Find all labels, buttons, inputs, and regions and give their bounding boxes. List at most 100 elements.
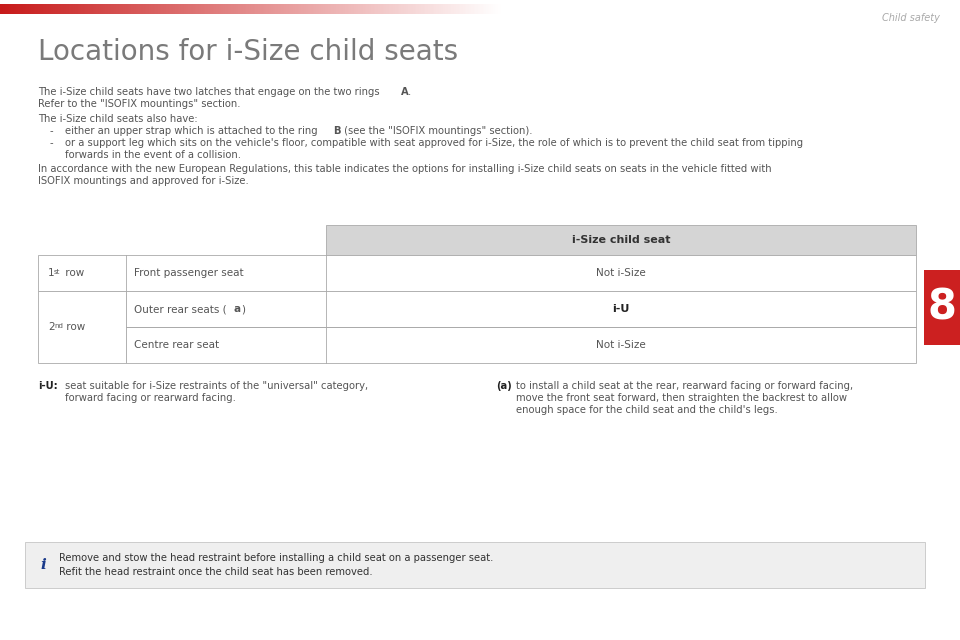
- Bar: [60, 4, 61, 14]
- Bar: [380, 4, 382, 14]
- Bar: [487, 4, 488, 14]
- Bar: [261, 4, 263, 14]
- Bar: [215, 4, 217, 14]
- Bar: [195, 4, 197, 14]
- Bar: [98, 4, 99, 14]
- Text: ): ): [241, 304, 245, 314]
- Bar: [69, 4, 70, 14]
- Bar: [33, 4, 35, 14]
- Bar: [485, 4, 487, 14]
- Text: Remove and stow the head restraint before installing a child seat on a passenger: Remove and stow the head restraint befor…: [59, 553, 493, 563]
- Bar: [409, 4, 411, 14]
- Bar: [497, 4, 499, 14]
- Bar: [363, 4, 364, 14]
- Bar: [455, 4, 457, 14]
- Bar: [300, 4, 301, 14]
- Text: .: .: [408, 87, 411, 97]
- Bar: [211, 4, 213, 14]
- Bar: [165, 4, 167, 14]
- Bar: [289, 4, 291, 14]
- Bar: [376, 4, 378, 14]
- Bar: [182, 4, 184, 14]
- Bar: [16, 4, 18, 14]
- Text: to install a child seat at the rear, rearward facing or forward facing,: to install a child seat at the rear, rea…: [516, 381, 853, 391]
- Bar: [401, 4, 403, 14]
- Bar: [101, 4, 103, 14]
- Bar: [372, 4, 374, 14]
- Bar: [78, 4, 80, 14]
- Bar: [382, 4, 384, 14]
- Bar: [419, 4, 420, 14]
- Text: B: B: [333, 126, 341, 136]
- Bar: [54, 4, 56, 14]
- Bar: [157, 4, 159, 14]
- Text: nd: nd: [54, 323, 62, 329]
- Bar: [291, 4, 293, 14]
- Bar: [225, 4, 227, 14]
- Bar: [264, 4, 266, 14]
- Bar: [924, 270, 960, 345]
- Bar: [126, 327, 916, 363]
- Bar: [223, 4, 225, 14]
- Bar: [345, 4, 347, 14]
- Bar: [425, 4, 427, 14]
- Bar: [331, 4, 333, 14]
- Bar: [368, 4, 370, 14]
- Bar: [17, 4, 19, 14]
- Bar: [170, 4, 172, 14]
- Bar: [46, 4, 48, 14]
- Text: Refit the head restraint once the child seat has been removed.: Refit the head restraint once the child …: [59, 567, 372, 577]
- Bar: [369, 4, 371, 14]
- Bar: [270, 4, 272, 14]
- Bar: [433, 4, 434, 14]
- Bar: [233, 4, 235, 14]
- Bar: [484, 4, 486, 14]
- Bar: [360, 4, 362, 14]
- Bar: [468, 4, 470, 14]
- Bar: [422, 4, 424, 14]
- Bar: [142, 4, 144, 14]
- Bar: [194, 4, 196, 14]
- Bar: [145, 4, 147, 14]
- Bar: [185, 4, 187, 14]
- Bar: [356, 4, 358, 14]
- Bar: [338, 4, 339, 14]
- Bar: [278, 4, 280, 14]
- Bar: [314, 4, 316, 14]
- Bar: [119, 4, 121, 14]
- Bar: [348, 4, 349, 14]
- Bar: [465, 4, 467, 14]
- Bar: [280, 4, 281, 14]
- Bar: [8, 4, 10, 14]
- Bar: [10, 4, 12, 14]
- Bar: [361, 4, 363, 14]
- Bar: [365, 4, 367, 14]
- Bar: [431, 4, 433, 14]
- Bar: [59, 4, 60, 14]
- Bar: [324, 4, 325, 14]
- Text: either an upper strap which is attached to the ring: either an upper strap which is attached …: [65, 126, 321, 136]
- Bar: [137, 4, 139, 14]
- Bar: [95, 4, 97, 14]
- Bar: [295, 4, 297, 14]
- Bar: [139, 4, 140, 14]
- Bar: [298, 4, 300, 14]
- Bar: [388, 4, 389, 14]
- Bar: [124, 4, 126, 14]
- Bar: [199, 4, 201, 14]
- Bar: [63, 4, 65, 14]
- Bar: [239, 4, 241, 14]
- Bar: [116, 4, 118, 14]
- Bar: [214, 4, 215, 14]
- Bar: [429, 4, 430, 14]
- Bar: [62, 4, 64, 14]
- Bar: [58, 4, 60, 14]
- Bar: [244, 4, 246, 14]
- Bar: [286, 4, 288, 14]
- Bar: [74, 4, 76, 14]
- Bar: [127, 4, 128, 14]
- Bar: [20, 4, 22, 14]
- Text: The i-Size child seats also have:: The i-Size child seats also have:: [38, 114, 198, 124]
- Bar: [71, 4, 73, 14]
- Bar: [318, 4, 320, 14]
